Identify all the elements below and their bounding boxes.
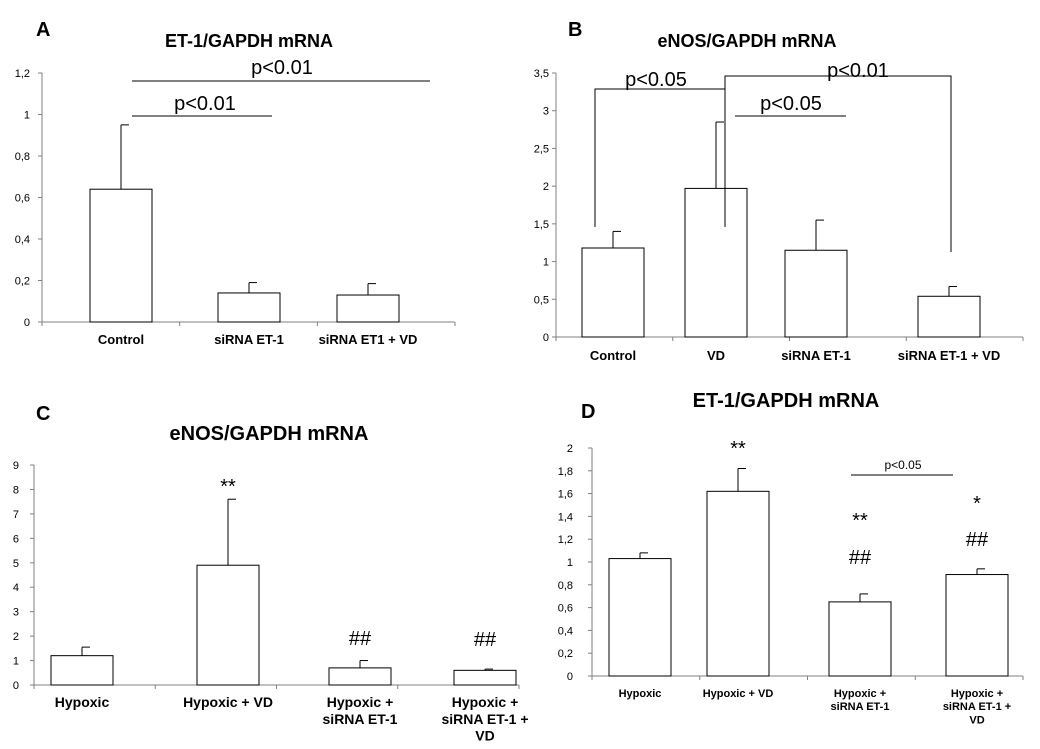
- significance-mark: ##: [474, 629, 497, 651]
- panel-a: A ET-1/GAPDH mRNA 0 0,2 0,4 0,6 0,8 1 1,2 Control…: [15, 19, 456, 347]
- y-tick-label: 0,4: [15, 234, 30, 246]
- chart-title: eNOS/GAPDH mRNA: [657, 31, 836, 51]
- y-tick-label: 0,6: [15, 193, 30, 205]
- y-tick-label: 1: [24, 110, 30, 122]
- y-tick-label: 0,2: [558, 648, 573, 660]
- significance-mark: **: [730, 438, 746, 460]
- category-label: Control: [98, 332, 144, 347]
- p-value-label: p<0.05: [625, 69, 687, 91]
- bar: [328, 667, 392, 686]
- p-value-label: p<0.01: [251, 57, 313, 79]
- significance-mark: **: [220, 476, 236, 498]
- y-tick-label: 2,5: [534, 143, 549, 155]
- significance-mark: ##: [966, 529, 989, 551]
- bar: [50, 655, 114, 686]
- panel-letter: B: [568, 19, 582, 41]
- bar: [453, 669, 517, 686]
- category-label: Hypoxic + VD: [183, 694, 273, 710]
- bar: [945, 574, 1009, 677]
- bar: [89, 188, 153, 323]
- bar: [917, 295, 981, 338]
- y-tick-label: 1,2: [15, 68, 30, 80]
- category-label: Hypoxic + siRNA ET-1: [831, 688, 890, 713]
- p-value-label: p<0.01: [827, 60, 889, 82]
- chart-title: ET-1/GAPDH mRNA: [693, 390, 880, 412]
- p-value-label: p<0.05: [884, 458, 921, 472]
- y-tick-label: 0,4: [558, 625, 573, 637]
- category-label: Hypoxic: [55, 694, 110, 710]
- bar: [217, 292, 281, 323]
- y-tick-label: 2: [543, 181, 549, 193]
- y-tick-label: 5: [13, 558, 19, 570]
- significance-mark: ##: [849, 547, 872, 569]
- category-label: VD: [707, 348, 725, 363]
- bar: [828, 601, 892, 677]
- bar: [608, 558, 672, 677]
- panel-letter: D: [581, 401, 595, 423]
- category-label: Control: [590, 348, 636, 363]
- y-tick-label: 2: [13, 631, 19, 643]
- bar: [336, 294, 400, 323]
- significance-mark: **: [852, 510, 868, 532]
- bar: [684, 187, 748, 338]
- y-tick-label: 6: [13, 533, 19, 545]
- p-value-bracket: [724, 75, 952, 252]
- y-tick-label: 1,6: [558, 489, 573, 501]
- panel-letter: C: [36, 403, 50, 425]
- p-value-bracket: [594, 88, 726, 227]
- significance-mark: *: [973, 493, 981, 515]
- y-tick-label: 1,8: [558, 466, 573, 478]
- y-tick-label: 1: [13, 656, 19, 668]
- category-label: siRNA ET-1: [781, 348, 851, 363]
- chart-title: eNOS/GAPDH mRNA: [170, 423, 369, 445]
- y-tick-label: 1: [543, 257, 549, 269]
- category-label: siRNA ET1 + VD: [319, 332, 418, 347]
- p-value-label: p<0.01: [174, 93, 236, 115]
- y-tick-label: 0,8: [558, 580, 573, 592]
- category-label: Hypoxic + VD: [703, 688, 774, 700]
- y-tick-label: 1,2: [558, 534, 573, 546]
- bar: [784, 249, 848, 338]
- y-tick-label: 0,2: [15, 276, 30, 288]
- y-tick-label: 3: [543, 106, 549, 118]
- y-tick-label: 0,6: [558, 603, 573, 615]
- y-tick-label: 0: [13, 680, 19, 692]
- panel-letter: A: [36, 19, 50, 41]
- chart-title: ET-1/GAPDH mRNA: [165, 31, 333, 51]
- y-tick-label: 4: [13, 582, 19, 594]
- y-tick-label: 8: [13, 484, 19, 496]
- category-label: siRNA ET-1 + VD: [898, 348, 1000, 363]
- y-tick-label: 0,8: [15, 151, 30, 163]
- y-tick-label: 7: [13, 509, 19, 521]
- y-tick-label: 3,5: [534, 68, 549, 80]
- y-tick-label: 1: [567, 557, 573, 569]
- category-label: Hypoxic + siRNA ET-1: [323, 694, 398, 727]
- y-tick-label: 1,4: [558, 511, 573, 523]
- y-tick-label: 0: [567, 671, 573, 683]
- y-tick-label: 0: [543, 332, 549, 344]
- category-label: siRNA ET-1: [214, 332, 284, 347]
- category-label: Hypoxic: [619, 688, 662, 700]
- category-label: Hypoxic + siRNA ET-1 + VD: [943, 688, 1011, 726]
- significance-mark: ##: [349, 628, 372, 650]
- y-tick-label: 2: [567, 443, 573, 455]
- p-value-label: p<0.05: [760, 93, 822, 115]
- y-tick-label: 1,5: [534, 219, 549, 231]
- bar: [196, 564, 260, 686]
- y-tick-label: 0,5: [534, 294, 549, 306]
- y-tick-label: 0: [24, 317, 30, 329]
- category-label: Hypoxic + siRNA ET-1 + VD: [441, 694, 528, 744]
- y-tick-label: 3: [13, 607, 19, 619]
- bar: [706, 490, 770, 677]
- y-tick-label: 9: [13, 460, 19, 472]
- panel-d: D ET-1/GAPDH mRNA 0 0,2 0,4 0,6 0,8 1 1,2 1,4 1,6 1…: [558, 390, 1024, 726]
- bar: [581, 247, 645, 338]
